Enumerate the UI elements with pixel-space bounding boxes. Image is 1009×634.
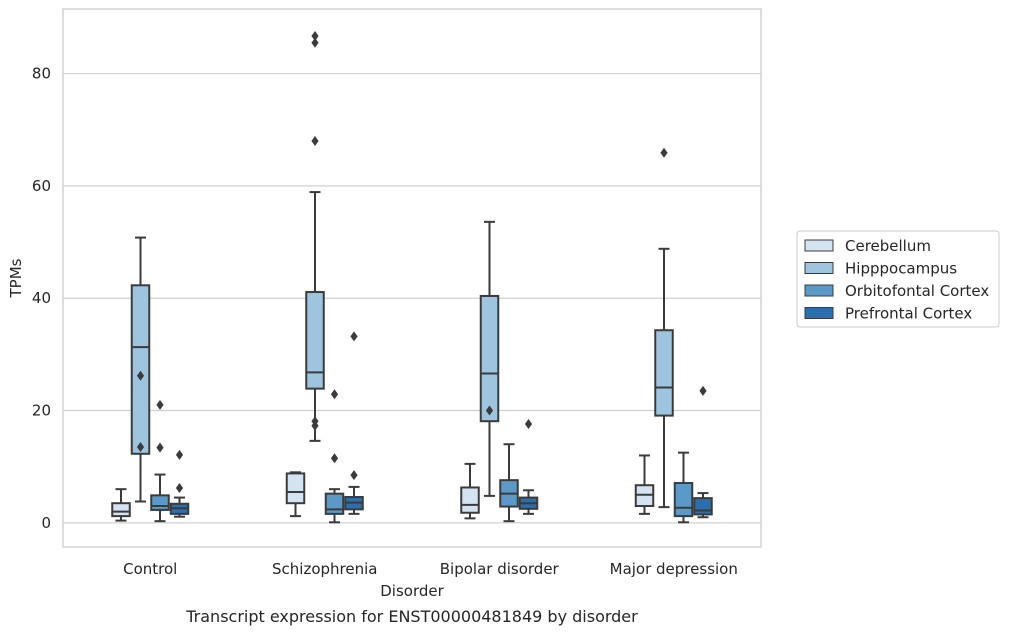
outlier-point (311, 30, 319, 41)
legend-swatch (804, 284, 834, 297)
outlier-point (175, 449, 184, 460)
box (654, 329, 674, 417)
box (150, 494, 170, 511)
plot-frame (62, 8, 762, 548)
box-group (673, 451, 694, 524)
box-group (479, 220, 500, 497)
gridlines (63, 72, 761, 524)
box-group (305, 30, 325, 442)
x-tick-label: Major depression (610, 560, 738, 578)
outlier-point (311, 37, 319, 48)
box-group (634, 454, 655, 515)
x-tick-label: Control (123, 560, 177, 578)
box (479, 294, 500, 423)
legend-label: Orbitofontal Cortex (845, 282, 989, 300)
x-tick-label: Bipolar disorder (440, 560, 560, 578)
x-tick-label: Schizophrenia (272, 560, 377, 578)
outlier-point (156, 442, 164, 453)
box-group (150, 399, 170, 523)
outlier-point (311, 416, 319, 427)
chart-caption: Transcript expression for ENST0000048184… (185, 607, 638, 626)
y-tick-label: 20 (32, 402, 51, 420)
outlier-point (136, 370, 145, 381)
box (673, 481, 694, 518)
box-group (111, 488, 131, 522)
box-group (499, 443, 519, 523)
x-axis-ticks: Control Schizophrenia Bipolar disorder Majo… (123, 560, 738, 578)
outlier-point (485, 405, 494, 416)
box (324, 492, 345, 515)
y-axis-label: TPMs (7, 258, 25, 298)
y-tick-label: 80 (32, 65, 51, 83)
y-axis-ticks: 0 20 40 60 80 (32, 65, 51, 532)
box (305, 291, 325, 390)
y-tick-label: 0 (41, 514, 51, 532)
outlier-point (524, 419, 533, 430)
legend-swatch (804, 262, 834, 274)
outlier-point (699, 385, 707, 396)
box (693, 497, 713, 516)
outlier-point (156, 399, 164, 410)
box-group (169, 449, 190, 518)
legend-label: Hipppocampus (845, 260, 957, 278)
box-group (518, 419, 539, 515)
outlier-point (330, 389, 339, 400)
legend-label: Prefrontal Cortex (845, 305, 972, 323)
outlier-point (660, 147, 668, 158)
box-group (460, 462, 480, 520)
box-group (324, 389, 345, 524)
outlier-point (136, 442, 145, 453)
box-group (285, 471, 306, 518)
outlier-point (330, 453, 339, 464)
box (285, 472, 306, 505)
y-tick-label: 40 (32, 289, 51, 307)
legend-swatch (804, 307, 834, 319)
outlier-point (350, 470, 358, 481)
y-tick-label: 60 (32, 177, 51, 195)
box (130, 284, 151, 455)
box (111, 502, 131, 518)
outlier-point (350, 331, 358, 342)
legend-swatch (804, 239, 834, 252)
box-group (693, 385, 713, 519)
legend-frame (796, 230, 1000, 328)
legend-label: Cerebellum (845, 237, 931, 255)
outlier-point (311, 135, 319, 146)
box-group (344, 331, 364, 515)
outlier-point (175, 483, 184, 494)
box-plot-marks (111, 30, 713, 524)
box-group (130, 236, 151, 503)
box-group (654, 147, 674, 509)
x-axis-label: Disorder (380, 582, 444, 600)
legend: Cerebellum Hipppocampus Orbitofontal Corte… (796, 230, 1000, 328)
box (460, 486, 480, 514)
